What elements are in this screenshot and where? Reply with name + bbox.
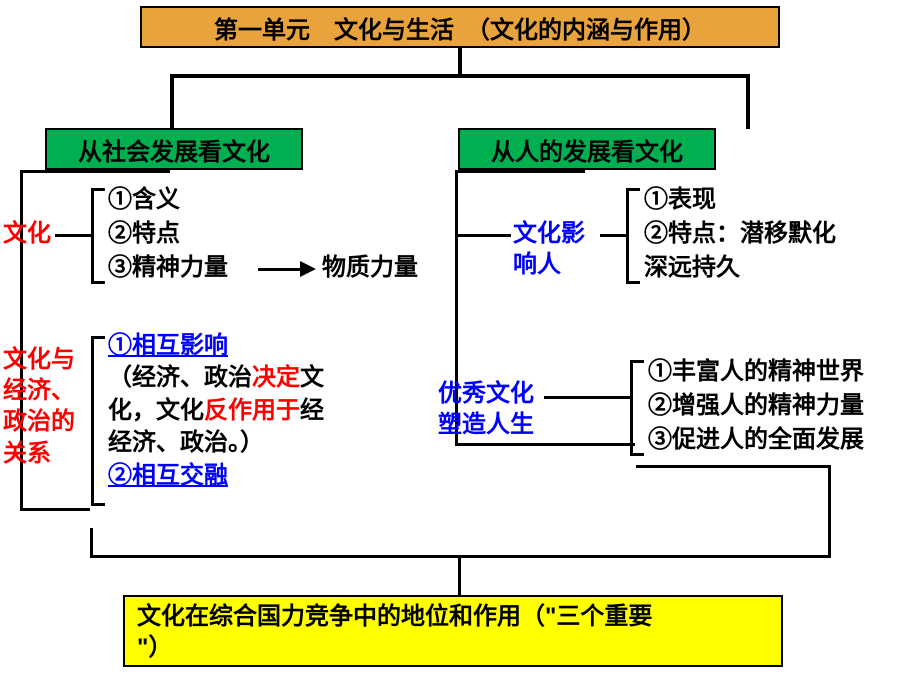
connector-title-down [458, 48, 462, 74]
bottom-right-v [828, 465, 831, 558]
bottom-right-h0 [636, 465, 831, 468]
connector-title-hbar [170, 74, 750, 78]
unit-title-box: 第一单元 文化与生活 （文化的内涵与作用） [140, 6, 780, 48]
relation-label-l4: 关系 [3, 440, 51, 467]
influence-item-2: ②特点：潜移默化 [644, 218, 836, 250]
wenhua-item-1: ①含义 [108, 184, 180, 216]
relation-label-l2: 经济、 [3, 377, 75, 404]
excellent-item-3: ③促进人的全面发展 [648, 424, 864, 456]
relation-label: 文化与 经济、 政治的 关系 [3, 344, 75, 469]
connector-left-down [170, 74, 174, 129]
relation-link-2[interactable]: ②相互交融 [108, 462, 228, 489]
excellent-label-l1: 优秀文化 [438, 380, 534, 407]
relation-label-l3: 政治的 [3, 408, 75, 435]
excellent-stub [544, 396, 630, 399]
influence-item-1: ①表现 [644, 184, 716, 216]
bottom-box: 文化在综合国力竞争中的地位和作用（"三个重要 "） [123, 595, 783, 667]
bottom-line-1: 文化在综合国力竞争中的地位和作用（"三个重要 [137, 601, 769, 632]
right-heading: 从人的发展看文化 [491, 132, 683, 167]
wenhua-item-3: ③精神力量 [108, 252, 228, 284]
right-heading-box: 从人的发展看文化 [458, 128, 716, 170]
relation-paren-mid-c: 经 [300, 397, 324, 424]
bottom-line-2: "） [137, 632, 769, 663]
arrow-target: 物质力量 [322, 252, 418, 284]
relation-label-l1: 文化与 [3, 346, 75, 373]
influence-item-3: 深远持久 [644, 252, 740, 284]
influence-bracket [626, 188, 640, 284]
influence-label: 文化影 响人 [513, 218, 585, 280]
arrow-line [258, 268, 302, 271]
influence-label-l1: 文化影 [513, 220, 585, 247]
influence-stub [455, 234, 511, 237]
relation-paren-end: 经济、政治。） [108, 429, 264, 456]
influence-stub2 [600, 234, 626, 237]
excellent-item-1: ①丰富人的精神世界 [648, 356, 864, 388]
left-spine-top [20, 170, 170, 173]
influence-label-l2: 响人 [513, 251, 561, 278]
bottom-left-v [90, 528, 93, 558]
left-heading-box: 从社会发展看文化 [45, 128, 303, 170]
relation-decide: 决定 [252, 364, 300, 391]
wenhua-label: 文化 [3, 218, 51, 250]
relation-bracket [91, 336, 105, 506]
excellent-label: 优秀文化 塑造人生 [438, 378, 534, 440]
relation-link-1[interactable]: ①相互影响 [108, 332, 228, 359]
bottom-center-v [458, 555, 461, 595]
wenhua-stub [55, 234, 91, 237]
right-spine-bottom [455, 443, 635, 446]
wenhua-bracket [91, 188, 105, 284]
unit-title: 第一单元 文化与生活 （文化的内涵与作用） [214, 10, 706, 45]
excellent-bracket [630, 360, 644, 456]
wenhua-item-2: ②特点 [108, 218, 180, 250]
left-heading: 从社会发展看文化 [78, 132, 270, 167]
relation-block: ①相互影响 （经济、政治决定文 化，文化反作用于经 经济、政治。） ②相互交融 [108, 330, 428, 492]
left-spine-bottom [20, 508, 90, 511]
excellent-label-l2: 塑造人生 [438, 411, 534, 438]
connector-right-down [746, 74, 750, 129]
relation-paren-open: （经济、政治 [108, 364, 252, 391]
relation-react: 反作用于 [204, 397, 300, 424]
relation-paren-mid-a: 文 [300, 364, 324, 391]
relation-paren-mid-b: 化，文化 [108, 397, 204, 424]
right-spine-top [455, 170, 585, 173]
arrow-head-icon [300, 261, 316, 277]
excellent-item-2: ②增强人的精神力量 [648, 390, 864, 422]
